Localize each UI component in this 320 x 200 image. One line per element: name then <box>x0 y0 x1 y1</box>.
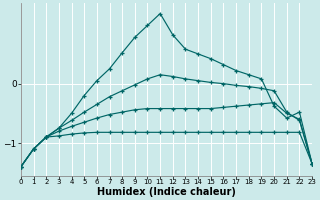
X-axis label: Humidex (Indice chaleur): Humidex (Indice chaleur) <box>97 187 236 197</box>
